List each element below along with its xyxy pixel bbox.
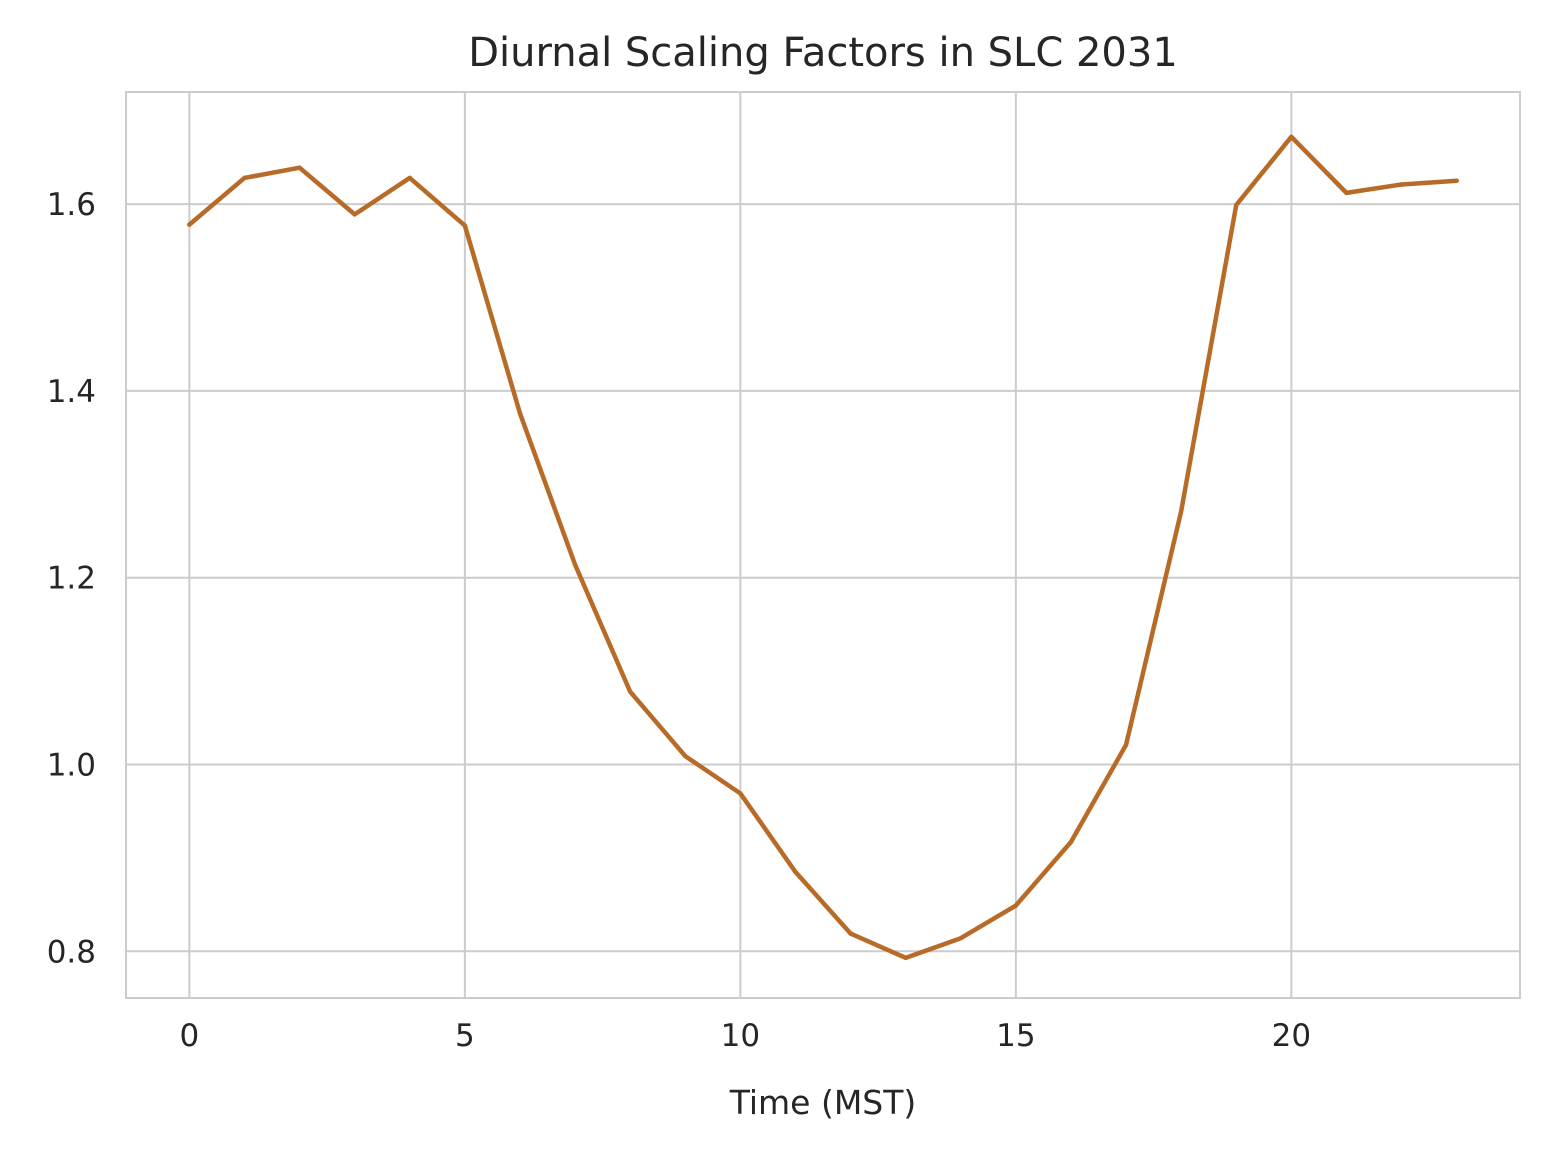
data-point <box>627 689 633 694</box>
data-point <box>1013 903 1019 908</box>
series-line <box>187 134 1459 961</box>
data-point <box>793 869 798 875</box>
data-point <box>407 175 412 181</box>
data-point <box>738 791 743 796</box>
y-tick-label: 1.4 <box>47 374 96 410</box>
y-tick-label: 1.2 <box>47 561 96 597</box>
plot-background <box>126 92 1520 998</box>
chart-title: Diurnal Scaling Factors in SLC 2031 <box>468 30 1178 76</box>
x-tick-label: 15 <box>996 1018 1035 1054</box>
data-point <box>1454 178 1459 183</box>
y-tick-label: 1.6 <box>47 187 96 223</box>
data-point <box>848 931 853 936</box>
data-point <box>1399 182 1404 187</box>
data-point <box>242 175 247 181</box>
x-tick-label: 10 <box>721 1018 760 1054</box>
y-tick-label: 1.0 <box>47 747 96 783</box>
data-point <box>187 222 192 227</box>
data-point <box>683 753 688 759</box>
x-tick-label: 5 <box>455 1018 475 1054</box>
data-point <box>1068 839 1074 845</box>
data-point <box>462 223 468 228</box>
data-point <box>1344 190 1349 196</box>
data-point <box>1123 742 1129 748</box>
data-point <box>572 562 578 567</box>
series-layer <box>187 134 1459 961</box>
data-point <box>352 212 357 217</box>
tick-label-layer: 0 5 10 15 20 0.8 1.0 1.2 1.4 1.6 <box>47 187 1311 1054</box>
data-point <box>1178 509 1184 514</box>
plot-frame <box>125 91 1521 999</box>
x-tick-label: 20 <box>1272 1018 1311 1054</box>
data-point <box>1234 202 1239 208</box>
data-point <box>297 165 302 170</box>
data-point <box>903 955 908 961</box>
y-tick-label: 0.8 <box>47 934 96 970</box>
data-point <box>958 936 963 941</box>
data-point <box>517 411 523 416</box>
x-axis-title: Time (MST) <box>729 1083 917 1122</box>
x-tick-label: 0 <box>179 1018 199 1054</box>
grid-layer <box>126 92 1520 998</box>
data-point <box>1289 134 1294 140</box>
